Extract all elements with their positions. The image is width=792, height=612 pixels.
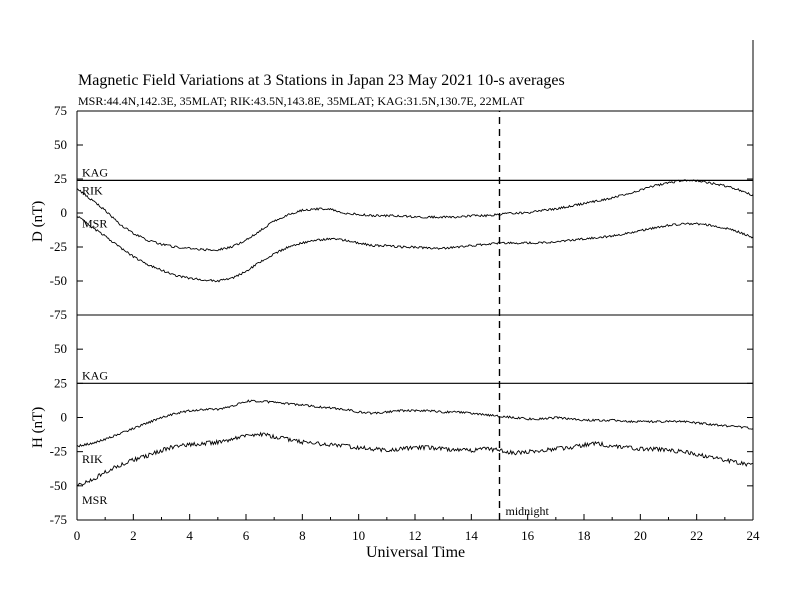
x-tick-label: 8 (299, 528, 306, 543)
station-label-msr: MSR (82, 493, 107, 507)
y-tick-label: -50 (50, 478, 67, 493)
series-line-rik (76, 179, 754, 252)
y-tick-label: -75 (50, 512, 67, 527)
y-tick-label: 50 (54, 137, 67, 152)
midnight-label: midnight (506, 504, 550, 518)
y-tick-label: -50 (50, 273, 67, 288)
x-tick-label: 0 (74, 528, 81, 543)
y-tick-label: 0 (61, 205, 68, 220)
chart-title: Magnetic Field Variations at 3 Stations … (78, 72, 565, 89)
series-line-rik (76, 399, 754, 448)
x-tick-label: 14 (465, 528, 479, 543)
y-tick-label: -25 (50, 239, 67, 254)
y-tick-label: 50 (54, 341, 67, 356)
series-line-msr (76, 431, 754, 487)
y-tick-label: -75 (50, 307, 67, 322)
series-line-msr (76, 216, 754, 283)
x-tick-label: 16 (521, 528, 535, 543)
x-tick-label: 4 (186, 528, 193, 543)
x-tick-label: 10 (352, 528, 365, 543)
y-axis-label-d: D (nT) (30, 200, 46, 242)
y-tick-label: 0 (61, 410, 68, 425)
x-tick-label: 12 (409, 528, 422, 543)
y-axis-label-h: H (nT) (30, 406, 46, 448)
x-tick-label: 22 (690, 528, 703, 543)
x-tick-label: 20 (634, 528, 647, 543)
x-tick-label: 18 (578, 528, 591, 543)
x-tick-label: 2 (130, 528, 137, 543)
station-label-kag: KAG (82, 165, 108, 179)
chart-subtitle: MSR:44.4N,142.3E, 35MLAT; RIK:43.5N,143.… (78, 94, 525, 108)
station-label-msr: MSR (82, 217, 107, 231)
x-axis-label: Universal Time (366, 544, 466, 561)
y-tick-label: 25 (54, 375, 67, 390)
x-tick-label: 24 (747, 528, 761, 543)
y-tick-label: -25 (50, 444, 67, 459)
station-label-rik: RIK (82, 184, 103, 198)
y-tick-label: 75 (54, 103, 67, 118)
station-label-kag: KAG (82, 368, 108, 382)
y-tick-label: 25 (54, 171, 67, 186)
station-label-rik: RIK (82, 452, 103, 466)
x-tick-label: 6 (243, 528, 250, 543)
